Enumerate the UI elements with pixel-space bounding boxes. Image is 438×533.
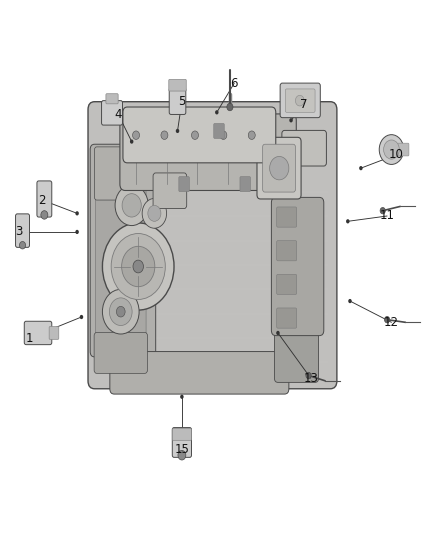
FancyBboxPatch shape xyxy=(120,114,296,190)
Text: 13: 13 xyxy=(303,372,318,385)
Text: 5: 5 xyxy=(178,95,186,108)
Circle shape xyxy=(295,95,304,106)
Circle shape xyxy=(148,205,161,221)
Text: 12: 12 xyxy=(384,316,399,329)
FancyBboxPatch shape xyxy=(172,429,191,440)
Circle shape xyxy=(227,103,233,111)
Circle shape xyxy=(133,131,140,140)
Circle shape xyxy=(384,140,399,159)
Text: 2: 2 xyxy=(39,193,46,207)
FancyBboxPatch shape xyxy=(90,144,155,357)
Text: 6: 6 xyxy=(230,77,238,90)
Text: 10: 10 xyxy=(389,148,403,161)
Circle shape xyxy=(191,131,198,140)
FancyBboxPatch shape xyxy=(240,176,251,191)
Text: 3: 3 xyxy=(15,225,23,238)
Circle shape xyxy=(270,157,289,180)
Circle shape xyxy=(176,129,179,133)
FancyBboxPatch shape xyxy=(257,138,301,199)
FancyBboxPatch shape xyxy=(172,427,191,457)
FancyBboxPatch shape xyxy=(15,214,29,247)
FancyBboxPatch shape xyxy=(169,79,186,91)
FancyBboxPatch shape xyxy=(88,102,337,389)
Circle shape xyxy=(385,317,390,323)
Circle shape xyxy=(215,110,219,115)
Circle shape xyxy=(75,230,79,234)
Circle shape xyxy=(178,450,186,460)
FancyBboxPatch shape xyxy=(95,188,146,345)
Text: 4: 4 xyxy=(115,109,122,122)
Circle shape xyxy=(102,289,139,334)
FancyBboxPatch shape xyxy=(37,181,52,217)
Circle shape xyxy=(379,135,404,165)
Circle shape xyxy=(102,223,174,310)
FancyBboxPatch shape xyxy=(24,321,52,345)
Text: 1: 1 xyxy=(25,332,33,345)
Circle shape xyxy=(289,118,293,123)
FancyBboxPatch shape xyxy=(263,144,295,192)
Circle shape xyxy=(19,241,25,249)
FancyBboxPatch shape xyxy=(277,308,297,328)
FancyBboxPatch shape xyxy=(275,321,318,382)
Circle shape xyxy=(117,306,125,317)
Circle shape xyxy=(348,299,352,303)
FancyBboxPatch shape xyxy=(398,143,409,156)
Text: 11: 11 xyxy=(380,209,395,222)
FancyBboxPatch shape xyxy=(49,327,59,340)
Circle shape xyxy=(248,131,255,140)
FancyBboxPatch shape xyxy=(286,89,315,112)
FancyBboxPatch shape xyxy=(277,240,297,261)
Circle shape xyxy=(122,193,141,217)
Circle shape xyxy=(220,131,227,140)
FancyBboxPatch shape xyxy=(102,101,123,125)
FancyBboxPatch shape xyxy=(169,88,186,115)
FancyBboxPatch shape xyxy=(280,83,320,118)
Circle shape xyxy=(115,185,148,225)
Circle shape xyxy=(161,131,168,140)
Text: 7: 7 xyxy=(300,98,308,111)
FancyBboxPatch shape xyxy=(95,147,127,200)
Circle shape xyxy=(346,219,350,223)
FancyBboxPatch shape xyxy=(94,333,148,373)
FancyBboxPatch shape xyxy=(277,274,297,295)
Circle shape xyxy=(75,211,79,215)
Circle shape xyxy=(306,372,311,378)
FancyBboxPatch shape xyxy=(282,131,326,166)
Circle shape xyxy=(180,394,184,399)
FancyBboxPatch shape xyxy=(123,107,276,163)
FancyBboxPatch shape xyxy=(153,173,187,208)
Circle shape xyxy=(130,140,134,144)
FancyBboxPatch shape xyxy=(110,352,289,394)
Circle shape xyxy=(276,331,280,335)
Circle shape xyxy=(142,198,166,228)
FancyBboxPatch shape xyxy=(214,124,224,139)
Circle shape xyxy=(380,207,385,214)
Circle shape xyxy=(41,211,48,219)
FancyBboxPatch shape xyxy=(272,197,324,336)
Circle shape xyxy=(80,315,83,319)
FancyBboxPatch shape xyxy=(106,94,118,104)
FancyBboxPatch shape xyxy=(179,176,189,191)
FancyBboxPatch shape xyxy=(277,207,297,227)
Circle shape xyxy=(111,233,165,300)
Circle shape xyxy=(122,246,155,287)
Circle shape xyxy=(110,298,132,326)
Circle shape xyxy=(359,166,363,170)
Text: 15: 15 xyxy=(174,443,189,456)
Circle shape xyxy=(133,260,144,273)
